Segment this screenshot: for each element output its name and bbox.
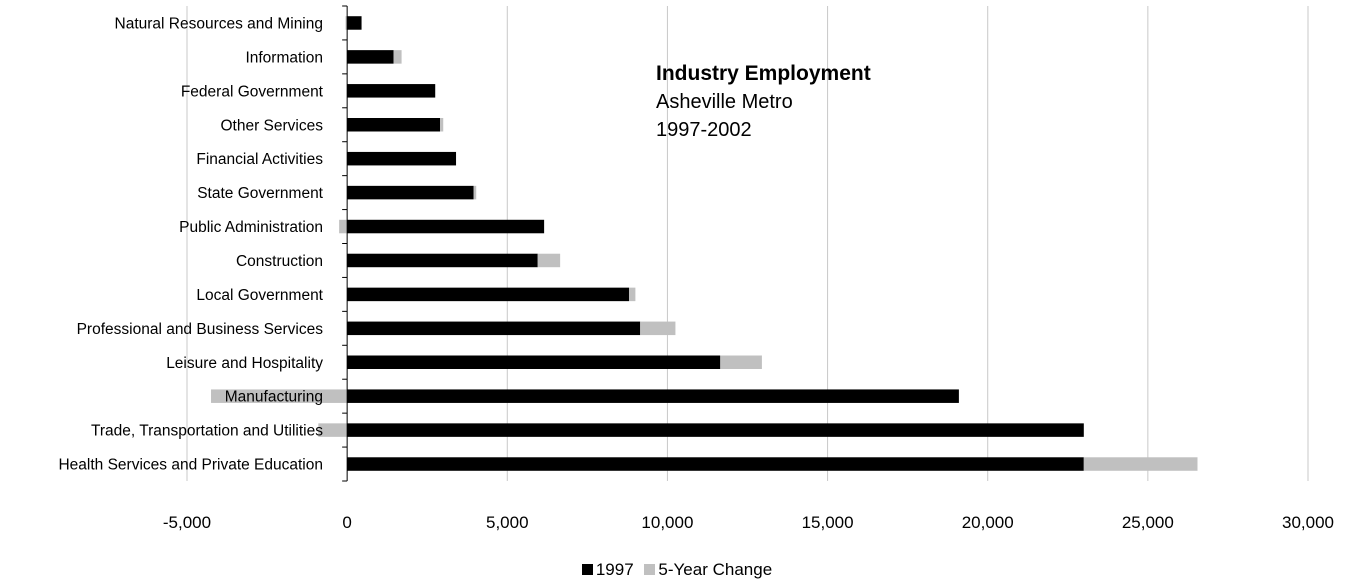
legend-item-5-year-change: 5-Year Change xyxy=(644,560,772,580)
bar-1997-11 xyxy=(347,389,959,403)
bar-change-13 xyxy=(1083,457,1198,471)
bar-1997-2 xyxy=(347,84,436,98)
category-labels: Natural Resources and Mining Information F… xyxy=(58,15,323,473)
x-tick-label-6: 25,000 xyxy=(1122,513,1174,532)
x-tick-label-5: 20,000 xyxy=(962,513,1014,532)
bar-change-3 xyxy=(440,118,444,132)
bar-1997-1 xyxy=(347,50,394,64)
bar-1997-6 xyxy=(347,219,545,234)
legend-swatch-1997 xyxy=(581,564,593,575)
x-tick-label-0: -5,000 xyxy=(163,513,211,532)
bar-change-11 xyxy=(211,389,348,403)
bar-1997-9 xyxy=(347,321,641,336)
category-label-11: Manufacturing xyxy=(225,389,323,406)
chart-subtitle-line-1: Asheville Metro xyxy=(656,91,793,113)
x-tick-labels: -5,000 0 5,000 10,000 15,000 20,000 25,000 30,0… xyxy=(163,513,1334,532)
bar-1997-4 xyxy=(347,151,457,166)
bar-change-9 xyxy=(640,321,676,336)
category-label-8: Local Government xyxy=(196,287,323,304)
category-label-5: State Government xyxy=(197,185,323,202)
x-tick-label-4: 15,000 xyxy=(802,513,854,532)
bars xyxy=(211,16,1198,471)
category-label-9: Professional and Business Services xyxy=(77,321,324,338)
chart-title-block: Industry Employment Asheville Metro 1997… xyxy=(656,60,871,144)
category-label-10: Leisure and Hospitality xyxy=(166,355,323,372)
x-tick-label-3: 10,000 xyxy=(641,513,693,532)
bar-change-6 xyxy=(339,219,348,234)
category-label-1: Information xyxy=(245,49,323,66)
bar-1997-12 xyxy=(347,423,1084,437)
chart-subtitle-line-2: 1997-2002 xyxy=(656,119,752,141)
bar-1997-0 xyxy=(347,16,362,30)
bar-change-7 xyxy=(537,253,561,268)
legend-swatch-5-year-change xyxy=(644,564,656,575)
category-label-0: Natural Resources and Mining xyxy=(115,15,324,32)
bar-1997-10 xyxy=(347,355,721,369)
bar-change-0 xyxy=(345,16,348,30)
bar-change-1 xyxy=(393,50,402,64)
legend-label-1997: 1997 xyxy=(595,560,634,579)
category-label-3: Other Services xyxy=(220,117,323,134)
bar-1997-3 xyxy=(347,118,441,132)
gridlines xyxy=(186,6,1309,481)
category-label-6: Public Administration xyxy=(179,219,323,236)
bar-1997-7 xyxy=(347,253,538,268)
x-tick-label-1: 0 xyxy=(342,513,351,532)
bar-change-5 xyxy=(473,185,477,200)
x-tick-label-7: 30,000 xyxy=(1282,513,1334,532)
legend-label-5-year-change: 5-Year Change xyxy=(658,560,773,579)
legend: 1997 5-Year Change xyxy=(0,560,1354,580)
bar-1997-13 xyxy=(347,457,1084,471)
category-label-4: Financial Activities xyxy=(196,151,323,168)
category-label-7: Construction xyxy=(236,253,323,270)
bar-change-10 xyxy=(720,355,762,369)
legend-item-1997: 1997 xyxy=(581,560,634,580)
category-label-13: Health Services and Private Education xyxy=(58,457,323,474)
category-label-12: Trade, Transportation and Utilities xyxy=(91,423,323,440)
chart-title: Industry Employment xyxy=(656,62,871,85)
bar-1997-5 xyxy=(347,185,474,200)
bar-change-12 xyxy=(318,423,348,437)
x-tick-label-2: 5,000 xyxy=(486,513,529,532)
category-label-2: Federal Government xyxy=(181,83,324,100)
bar-1997-8 xyxy=(347,287,629,302)
y-axis xyxy=(342,5,348,482)
bar-change-8 xyxy=(628,287,636,302)
